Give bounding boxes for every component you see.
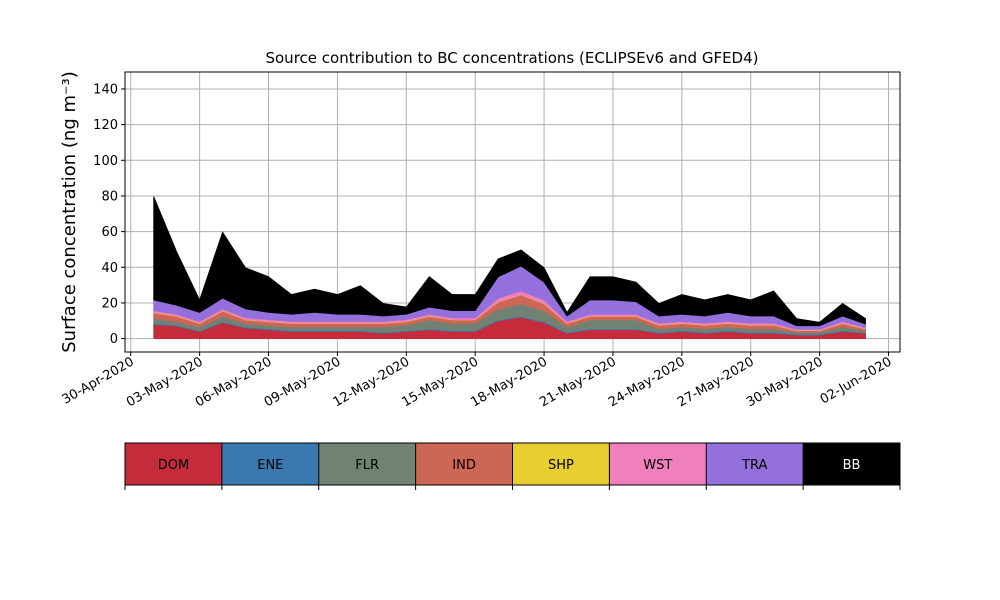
x-tick-label: 21-May-2020 <box>537 354 619 410</box>
y-tick-label: 140 <box>93 82 118 97</box>
legend-label: IND <box>452 458 476 473</box>
x-tick-label: 12-May-2020 <box>331 354 413 410</box>
x-tick-label: 18-May-2020 <box>468 354 550 410</box>
x-tick-label: 15-May-2020 <box>400 354 482 410</box>
legend-swatch <box>415 443 513 485</box>
legend-label: ENE <box>257 458 283 473</box>
legend-label: FLR <box>355 458 379 473</box>
y-tick-label: 0 <box>110 332 118 347</box>
legend-swatch <box>706 443 804 485</box>
x-tick-label: 03-May-2020 <box>124 354 206 410</box>
x-tick-label: 30-May-2020 <box>744 354 826 410</box>
legend-label: SHP <box>548 458 574 473</box>
y-tick-label: 20 <box>101 296 118 311</box>
y-tick-label: 120 <box>93 118 118 133</box>
legend-label: BB <box>843 458 861 473</box>
legend-swatch <box>609 443 707 485</box>
y-tick-label: 100 <box>93 154 118 169</box>
x-tick-label: 06-May-2020 <box>193 354 275 410</box>
area-bb <box>153 196 866 327</box>
y-tick-label: 60 <box>101 225 118 240</box>
legend-label: WST <box>643 458 672 473</box>
x-tick-label: 24-May-2020 <box>606 354 688 410</box>
legend-swatch <box>125 443 222 485</box>
legend-swatch <box>512 443 610 485</box>
legend-label: TRA <box>741 458 767 473</box>
legend-frame <box>124 442 901 486</box>
x-tick-label: 27-May-2020 <box>675 354 757 410</box>
plot-frame <box>124 71 901 353</box>
legend-swatch <box>318 443 416 485</box>
y-tick-label: 40 <box>101 261 118 276</box>
legend-label: DOM <box>158 458 189 473</box>
y-tick-label: 80 <box>101 189 118 204</box>
legend-swatch <box>803 443 900 485</box>
x-tick-label: 09-May-2020 <box>262 354 344 410</box>
x-tick-label: 02-Jun-2020 <box>818 354 895 407</box>
legend-swatch <box>221 443 319 485</box>
chart-title: Source contribution to BC concentrations… <box>265 49 758 67</box>
y-axis-label: Surface concentration (ng m⁻³) <box>59 71 80 353</box>
